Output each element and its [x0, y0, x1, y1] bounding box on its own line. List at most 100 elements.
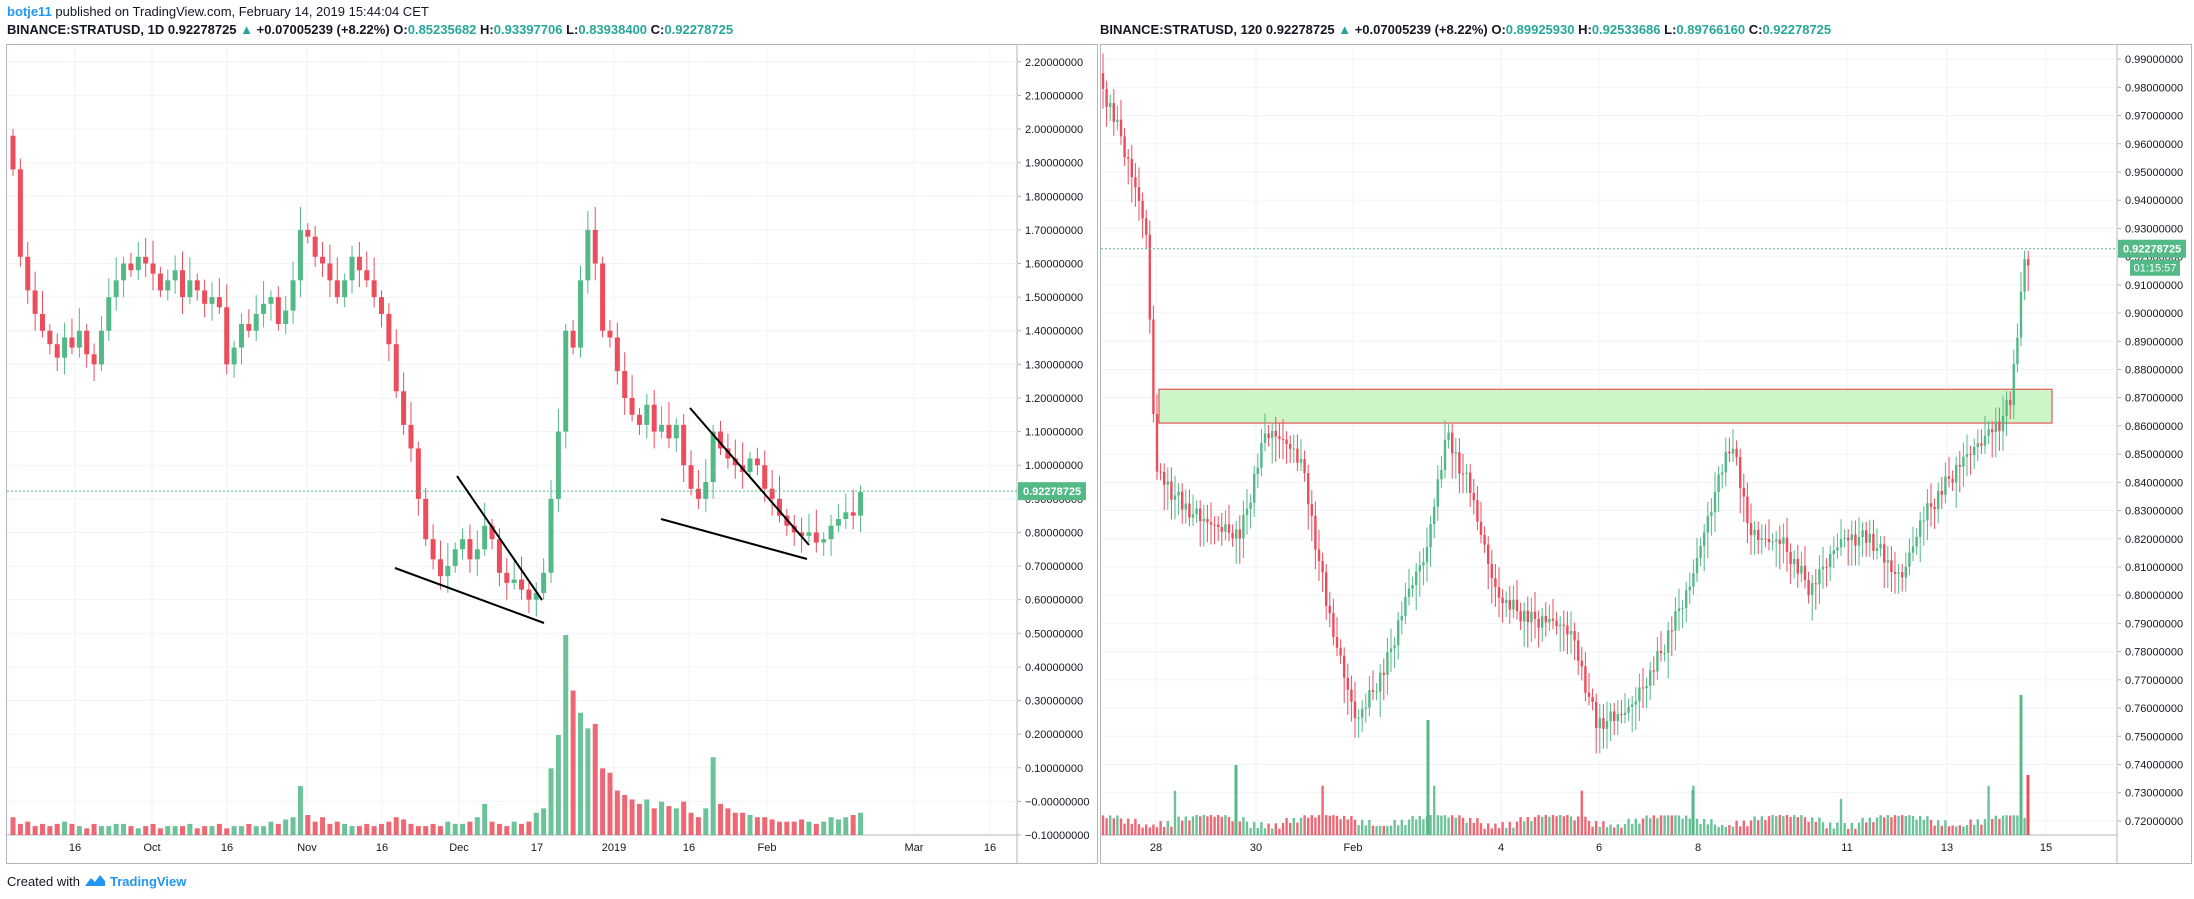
volume-bar [1613, 827, 1616, 835]
volume-bar [1652, 815, 1655, 835]
left-chart-panel[interactable]: 2.20000000 2.10000000 2.00000000 1.90000000… [6, 44, 1098, 864]
candle [1559, 624, 1562, 627]
volume-bar [445, 821, 451, 835]
volume-bar [1105, 818, 1108, 835]
volume-bar [1523, 821, 1526, 835]
volume-bar [533, 812, 539, 835]
volume-bar [246, 823, 252, 835]
volume-bar [1829, 822, 1832, 835]
volume-bar [356, 826, 362, 835]
volume-bar [740, 812, 746, 835]
candle [1631, 704, 1634, 707]
y-tick-label: 0.20000000 [1025, 729, 1083, 741]
tradingview-brand[interactable]: TradingView [109, 874, 187, 889]
candle [1289, 444, 1292, 449]
volume-bar [681, 801, 687, 835]
volume-bar [1656, 818, 1659, 835]
right-high-label: H: [1578, 22, 1592, 37]
volume-bar [1796, 817, 1799, 835]
volume-bar [1440, 815, 1443, 835]
volume-bar [209, 826, 215, 835]
volume-bar [1530, 821, 1533, 835]
volume-bar [1706, 824, 1709, 835]
volume-bar [1418, 815, 1421, 835]
y-tick-label: 2.10000000 [1025, 90, 1083, 102]
candle [1105, 88, 1108, 107]
left-low: 0.83938400 [578, 22, 648, 37]
volume-bar [1389, 825, 1393, 835]
volume-bar [1800, 815, 1803, 835]
volume-bar [1386, 826, 1389, 835]
price-label-bg [2118, 239, 2186, 258]
candle [1245, 508, 1249, 515]
volume-bar [1343, 815, 1346, 835]
candle [1587, 692, 1591, 697]
candle [496, 539, 502, 573]
volume-bar [165, 826, 171, 835]
candle [202, 290, 208, 304]
volume-bar [1483, 828, 1486, 835]
right-chart[interactable]: 0.99000000 0.98000000 0.97000000 0.96000000… [1101, 45, 2191, 863]
right-chart-panel[interactable]: 0.99000000 0.98000000 0.97000000 0.96000000… [1100, 44, 2192, 864]
y-tick-label: 0.30000000 [1025, 696, 1083, 708]
author-link[interactable]: botje11 [7, 4, 52, 19]
candle [1130, 158, 1133, 178]
volume-bar [570, 690, 576, 835]
candle [1422, 562, 1425, 566]
volume-bar [1476, 818, 1479, 835]
volume-bar [305, 815, 311, 835]
volume-bar [489, 821, 495, 835]
volume-bar [1426, 720, 1430, 835]
candle [1933, 506, 1936, 510]
volume-bar [430, 823, 436, 835]
volume-bar [1497, 828, 1501, 835]
candle [718, 431, 724, 449]
candle [1325, 572, 1328, 606]
volume-bar [1973, 824, 1976, 835]
candle [1854, 534, 1857, 546]
candle [1314, 515, 1317, 550]
candle [342, 280, 348, 298]
candle [1299, 459, 1303, 463]
candle [2019, 291, 2023, 338]
candle [1152, 319, 1155, 415]
left-chart[interactable]: 2.20000000 2.10000000 2.00000000 1.90000000… [7, 45, 1097, 863]
volume-bar [1472, 822, 1475, 835]
volume-bar [1515, 821, 1519, 835]
candle [828, 525, 834, 540]
volume-bar [769, 819, 775, 835]
candle [666, 424, 672, 439]
candle [1703, 532, 1706, 546]
candle [1987, 429, 1990, 436]
volume-bar [1109, 815, 1112, 835]
volume-bar [187, 823, 193, 835]
candle [2023, 259, 2026, 292]
volume-bar [342, 823, 348, 835]
candle [1188, 503, 1191, 518]
volume-bar [636, 803, 642, 835]
candle [1706, 515, 1709, 533]
candle [1303, 459, 1306, 474]
volume-bar [1533, 816, 1537, 835]
volume-bar [1566, 815, 1569, 835]
volume-bar [776, 821, 782, 835]
candle [1256, 467, 1259, 475]
candle [1436, 479, 1439, 507]
candle [1519, 611, 1522, 622]
left-low-label: L: [566, 22, 579, 37]
y-tick-label: 1.70000000 [1025, 225, 1083, 237]
volume-bar [423, 826, 429, 835]
candle [555, 431, 561, 499]
volume-bar [1793, 815, 1796, 835]
candle [1807, 580, 1810, 596]
candle [659, 424, 665, 432]
volume-bar [69, 823, 75, 835]
volume-bar [437, 826, 443, 835]
candle [1353, 701, 1357, 719]
candle [1677, 608, 1681, 612]
candle [1659, 650, 1663, 653]
candle [1253, 474, 1256, 503]
volume-bar [327, 823, 333, 835]
volume-bar [1224, 815, 1227, 835]
x-tick-label: 16 [221, 842, 233, 854]
